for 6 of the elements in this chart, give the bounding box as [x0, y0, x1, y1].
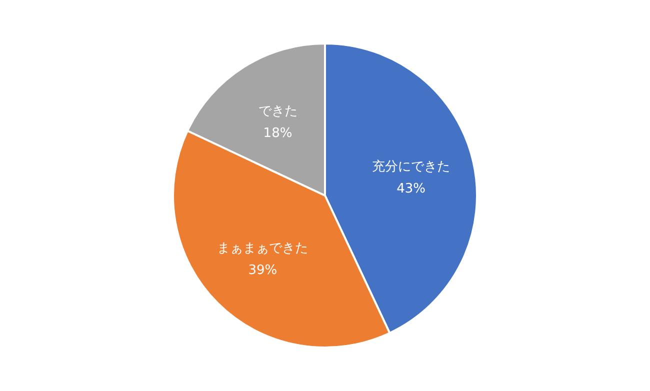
- slice-label: まぁまぁできた: [217, 240, 308, 256]
- slice-label: 充分にできた: [372, 159, 450, 174]
- data-label: 39%: [248, 262, 278, 278]
- data-label: 18%: [263, 126, 292, 142]
- data-label: 43%: [396, 181, 426, 196]
- slice-label: できた: [258, 104, 298, 120]
